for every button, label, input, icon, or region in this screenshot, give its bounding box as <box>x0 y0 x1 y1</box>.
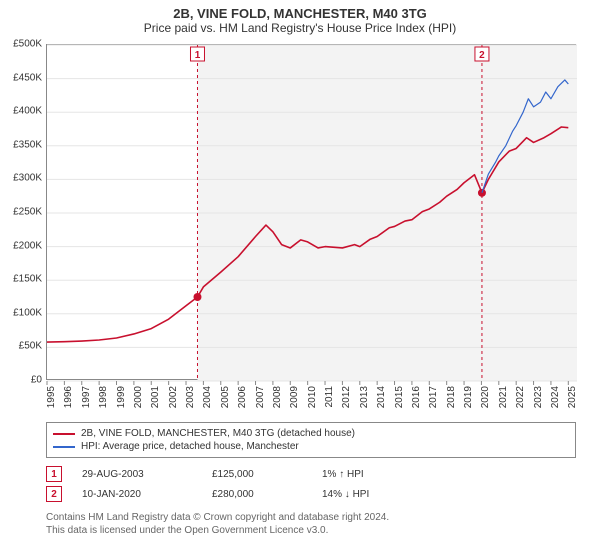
y-tick-label: £350K <box>0 139 42 150</box>
x-tick-label: 2025 <box>567 386 578 408</box>
x-tick-label: 1996 <box>63 386 74 408</box>
x-tick-label: 2012 <box>341 386 352 408</box>
legend-label: HPI: Average price, detached house, Manc… <box>81 441 299 452</box>
y-tick-label: £300K <box>0 173 42 184</box>
x-tick-label: 2003 <box>185 386 196 408</box>
x-tick-label: 2020 <box>480 386 491 408</box>
x-tick-label: 2022 <box>515 386 526 408</box>
x-tick-label: 2006 <box>237 386 248 408</box>
footer-line-2: This data is licensed under the Open Gov… <box>46 525 576 538</box>
y-tick-label: £200K <box>0 240 42 251</box>
sale-price: £280,000 <box>212 489 302 500</box>
svg-text:1: 1 <box>195 50 201 61</box>
x-tick-label: 1997 <box>81 386 92 408</box>
x-tick-label: 2001 <box>150 386 161 408</box>
x-tick-label: 2013 <box>359 386 370 408</box>
house-price-chart: { "meta": { "title": "2B, VINE FOLD, MAN… <box>0 0 600 560</box>
y-tick-label: £0 <box>0 375 42 386</box>
footer-line-1: Contains HM Land Registry data © Crown c… <box>46 512 576 525</box>
x-tick-label: 2017 <box>428 386 439 408</box>
legend-swatch <box>53 433 75 435</box>
y-tick-label: £400K <box>0 106 42 117</box>
y-tick-label: £150K <box>0 274 42 285</box>
x-tick-label: 1998 <box>98 386 109 408</box>
sale-marker-icon: 1 <box>46 466 62 482</box>
x-tick-label: 2015 <box>394 386 405 408</box>
sale-price: £125,000 <box>212 469 302 480</box>
legend-item: HPI: Average price, detached house, Manc… <box>53 440 569 453</box>
legend-item: 2B, VINE FOLD, MANCHESTER, M40 3TG (deta… <box>53 427 569 440</box>
x-axis-ticks: 1995 1996 1997 1998 1999 2000 2001 2002 2003 2004… <box>46 382 576 422</box>
y-tick-label: £50K <box>0 341 42 352</box>
x-tick-label: 1999 <box>116 386 127 408</box>
plot-area: 12 <box>46 44 576 380</box>
legend: 2B, VINE FOLD, MANCHESTER, M40 3TG (deta… <box>46 422 576 458</box>
x-tick-label: 2016 <box>411 386 422 408</box>
x-tick-label: 2009 <box>289 386 300 408</box>
sale-delta: 1% ↑ HPI <box>322 469 364 480</box>
x-tick-label: 2021 <box>498 386 509 408</box>
x-tick-label: 1995 <box>46 386 57 408</box>
x-tick-label: 2004 <box>202 386 213 408</box>
x-tick-label: 2007 <box>255 386 266 408</box>
y-tick-label: £250K <box>0 207 42 218</box>
sale-row: 1 29-AUG-2003 £125,000 1% ↑ HPI <box>46 466 364 482</box>
y-tick-label: £450K <box>0 72 42 83</box>
x-tick-label: 2023 <box>533 386 544 408</box>
sale-date: 10-JAN-2020 <box>82 489 192 500</box>
sale-marker-icon: 2 <box>46 486 62 502</box>
legend-label: 2B, VINE FOLD, MANCHESTER, M40 3TG (deta… <box>81 428 355 439</box>
chart-svg: 12 <box>47 45 577 381</box>
x-tick-label: 2014 <box>376 386 387 408</box>
y-tick-label: £500K <box>0 39 42 50</box>
sale-delta: 14% ↓ HPI <box>322 489 369 500</box>
x-tick-label: 2010 <box>307 386 318 408</box>
legend-swatch <box>53 446 75 448</box>
svg-text:2: 2 <box>479 50 485 61</box>
x-tick-label: 2018 <box>446 386 457 408</box>
x-tick-label: 2011 <box>324 386 335 408</box>
attribution-footer: Contains HM Land Registry data © Crown c… <box>46 512 576 537</box>
sale-date: 29-AUG-2003 <box>82 469 192 480</box>
y-tick-label: £100K <box>0 307 42 318</box>
x-tick-label: 2008 <box>272 386 283 408</box>
x-tick-label: 2005 <box>220 386 231 408</box>
x-tick-label: 2000 <box>133 386 144 408</box>
chart-title: 2B, VINE FOLD, MANCHESTER, M40 3TG <box>0 0 600 21</box>
x-tick-label: 2002 <box>168 386 179 408</box>
x-tick-label: 2019 <box>463 386 474 408</box>
sale-row: 2 10-JAN-2020 £280,000 14% ↓ HPI <box>46 486 369 502</box>
chart-subtitle: Price paid vs. HM Land Registry's House … <box>0 21 600 39</box>
x-tick-label: 2024 <box>550 386 561 408</box>
